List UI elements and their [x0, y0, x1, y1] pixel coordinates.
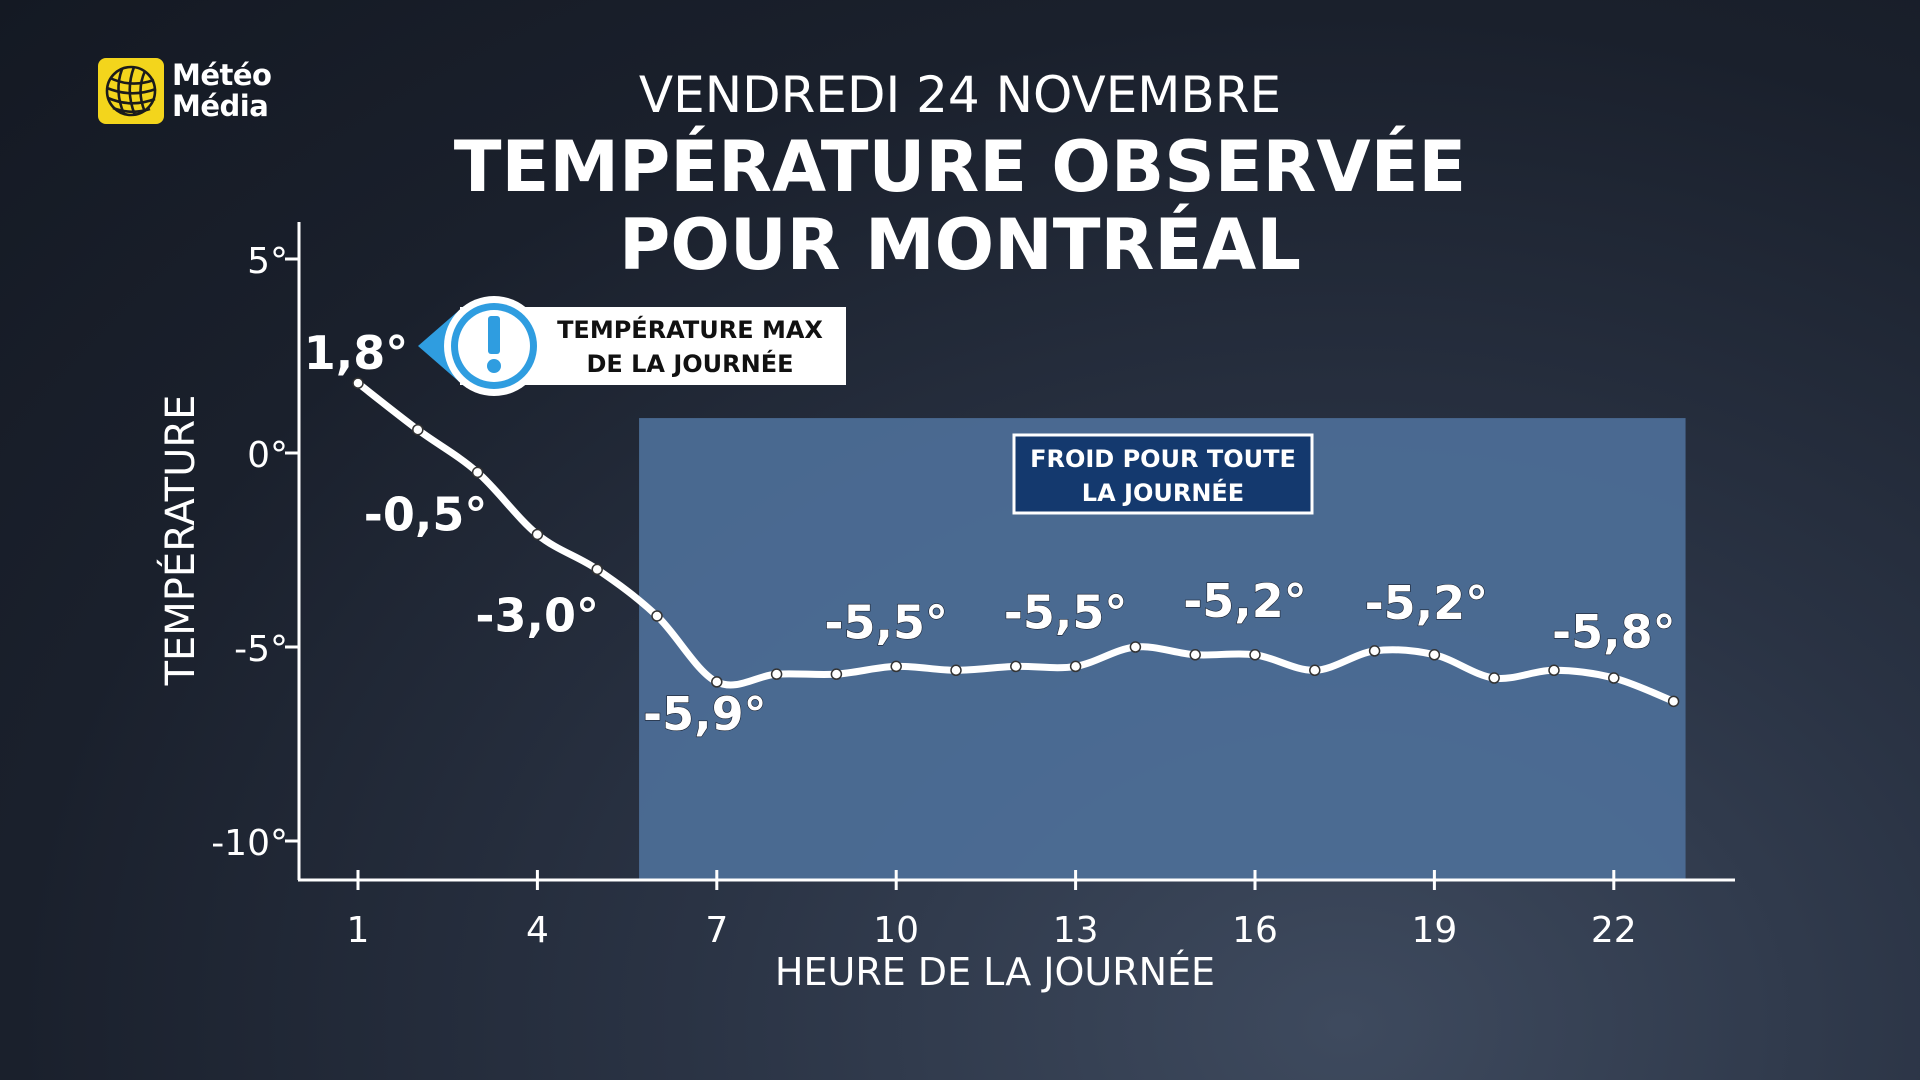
x-tick-label: 16 — [1232, 910, 1278, 951]
data-point — [1309, 664, 1321, 677]
data-point — [830, 668, 843, 680]
data-point — [890, 660, 902, 673]
meteomedia-logo: Météo Média — [98, 56, 288, 128]
max-temperature-callout: TEMPÉRATURE MAX DE LA JOURNÉE — [418, 296, 846, 396]
y-tick-label: 5° — [247, 241, 288, 282]
logo-line-2: Média — [172, 89, 269, 123]
y-axis-label: TEMPÉRATURE — [156, 395, 204, 687]
max-callout-line-2: DE LA JOURNÉE — [586, 349, 793, 378]
data-point — [1548, 664, 1560, 677]
y-tick-label: 0° — [247, 435, 288, 476]
data-point — [1069, 660, 1082, 673]
data-point — [1667, 695, 1680, 708]
data-point — [950, 664, 962, 677]
x-tick-label: 10 — [873, 910, 919, 951]
data-point — [770, 668, 783, 680]
x-axis-label: HEURE DE LA JOURNÉE — [775, 950, 1215, 994]
data-point — [711, 676, 723, 688]
y-tick-label: -5° — [234, 629, 288, 670]
data-label: 1,8° — [304, 326, 409, 380]
data-point — [412, 423, 424, 436]
logo-line-1: Météo — [172, 58, 272, 92]
data-point — [471, 466, 484, 479]
data-label: -5,9° — [643, 687, 767, 741]
x-tick-label: 13 — [1053, 910, 1099, 951]
data-point — [591, 563, 603, 576]
exclamation-icon — [487, 316, 501, 373]
data-label: -5,2° — [1365, 576, 1489, 630]
data-point — [1488, 672, 1500, 684]
data-label: -5,2° — [1183, 574, 1307, 628]
chart-title-line-1: TEMPÉRATURE OBSERVÉE — [453, 126, 1467, 208]
max-callout-line-1: TEMPÉRATURE MAX — [557, 315, 823, 344]
chart-date: VENDREDI 24 NOVEMBRE — [638, 66, 1282, 124]
data-point — [1249, 649, 1261, 661]
x-tick-label: 1 — [347, 910, 370, 951]
x-tick-label: 7 — [705, 910, 728, 951]
x-tick-label: 19 — [1411, 910, 1457, 951]
data-point — [651, 610, 663, 622]
globe-icon — [98, 58, 164, 124]
data-point — [1608, 672, 1620, 684]
data-label: -5,5° — [824, 595, 948, 649]
cold-callout-line-2: LA JOURNÉE — [1082, 478, 1244, 507]
x-tick-label: 22 — [1591, 910, 1637, 951]
data-point — [1368, 645, 1381, 657]
data-point — [1189, 649, 1201, 661]
y-tick-label: -10° — [211, 823, 288, 864]
chart-title-line-2: POUR MONTRÉAL — [619, 204, 1301, 286]
cold-callout-line-1: FROID POUR TOUTE — [1030, 445, 1296, 473]
cold-all-day-callout: FROID POUR TOUTE LA JOURNÉE — [1012, 433, 1314, 515]
chart-title: TEMPÉRATURE OBSERVÉE POUR MONTRÉAL — [0, 128, 1920, 284]
x-tick-label: 4 — [526, 910, 549, 951]
data-point — [352, 377, 364, 389]
data-label: -3,0° — [475, 588, 599, 642]
data-label: -5,5° — [1004, 585, 1128, 639]
temperature-line — [354, 379, 1678, 705]
data-label: -5,8° — [1552, 605, 1676, 659]
data-point — [1428, 649, 1441, 661]
data-label: -0,5° — [364, 487, 488, 541]
data-point — [531, 528, 544, 541]
data-point — [1010, 660, 1022, 673]
data-point — [1129, 641, 1142, 653]
